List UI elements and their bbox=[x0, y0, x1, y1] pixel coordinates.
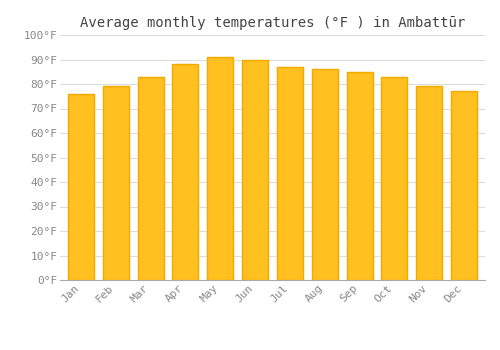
Bar bbox=[277, 67, 303, 280]
Bar bbox=[207, 57, 234, 280]
Bar bbox=[382, 77, 407, 280]
Bar bbox=[346, 72, 372, 280]
Bar bbox=[312, 69, 338, 280]
Bar bbox=[172, 64, 199, 280]
Bar bbox=[68, 94, 94, 280]
Bar bbox=[138, 77, 164, 280]
Bar bbox=[451, 91, 477, 280]
Bar bbox=[102, 86, 129, 280]
Bar bbox=[416, 86, 442, 280]
Bar bbox=[242, 60, 268, 280]
Title: Average monthly temperatures (°F ) in Ambattūr: Average monthly temperatures (°F ) in Am… bbox=[80, 16, 465, 30]
